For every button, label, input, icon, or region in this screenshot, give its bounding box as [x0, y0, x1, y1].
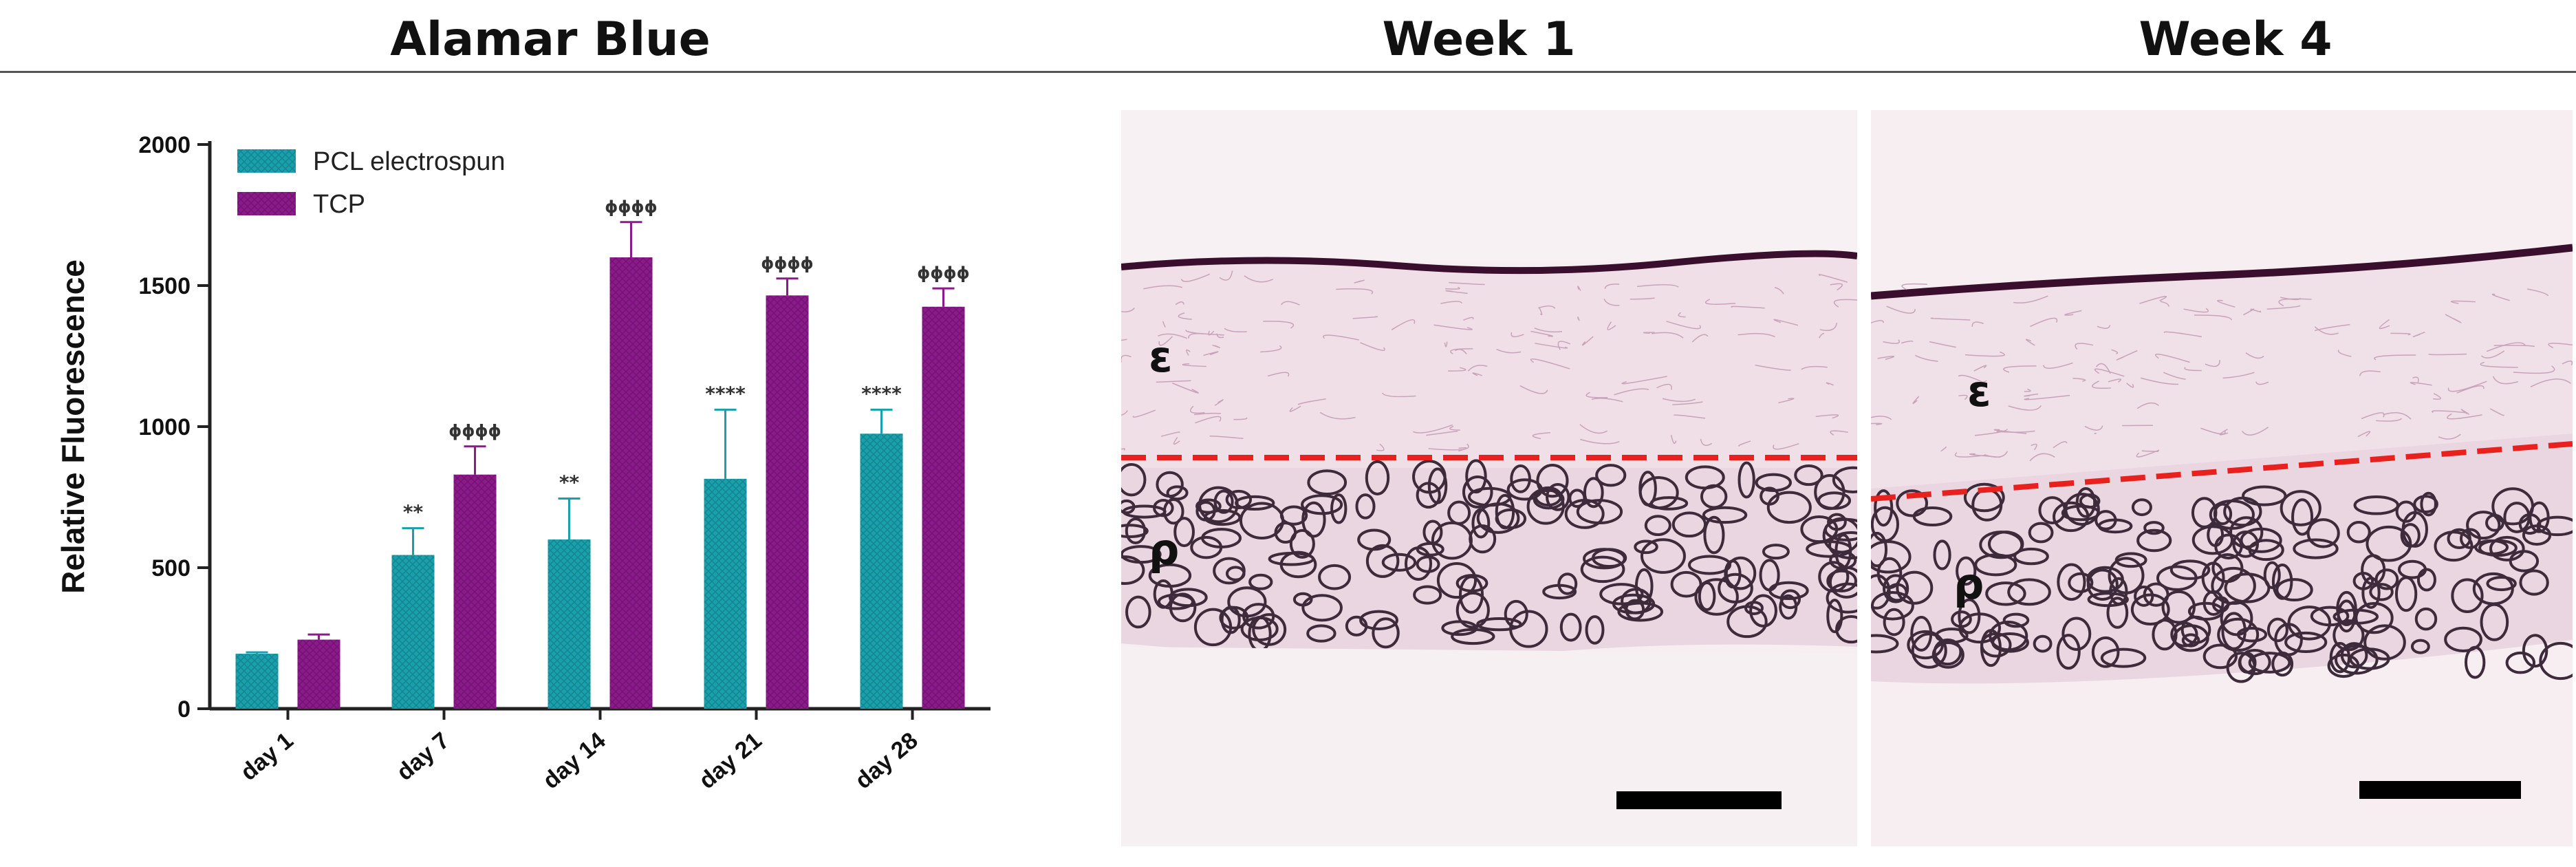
bar-tcp [766, 295, 809, 709]
week1-scale-bar [1616, 791, 1782, 809]
bar-tcp [297, 639, 340, 709]
y-tick-label: 2000 [138, 132, 191, 158]
x-tick-label: day 1 [236, 727, 299, 786]
week1-header: Week 1 [1382, 12, 1576, 67]
y-tick-label: 500 [151, 555, 191, 581]
significance-label: ɸɸɸɸ [917, 264, 969, 283]
histology-week4: ε ρ [1871, 110, 2573, 846]
alamar-blue-bar-chart: 0 500 1000 1500 2000 Relative Fluorescence day… [55, 132, 991, 794]
bar-tcp [922, 306, 965, 709]
week4-label-epsilon: ε [1967, 366, 1991, 416]
y-tick-label: 1000 [138, 414, 191, 440]
significance-label: **** [705, 382, 746, 405]
significance-label: **** [861, 382, 902, 405]
significance-label: ɸɸɸɸ [605, 197, 657, 217]
x-tick-label: day 28 [850, 727, 923, 794]
significance-label: ɸɸɸɸ [448, 422, 501, 441]
legend-swatch [237, 192, 296, 215]
week1-label-rho: ρ [1149, 524, 1179, 575]
legend-label: TCP [313, 190, 365, 219]
legend-swatch [237, 149, 296, 173]
y-axis-label: Relative Fluorescence [55, 259, 91, 594]
significance-label: ** [559, 471, 580, 494]
x-tick-label: day 21 [694, 727, 767, 794]
week4-label-rho: ρ [1953, 559, 1984, 609]
week1-label-epsilon: ε [1149, 332, 1173, 382]
bar-pcl [704, 478, 747, 709]
x-tick-label: day 7 [392, 727, 455, 786]
significance-label: ** [403, 501, 424, 524]
legend-label: PCL electrospun [313, 147, 506, 176]
significance-label: ɸɸɸɸ [761, 254, 813, 273]
week4-header: Week 4 [2139, 12, 2333, 67]
week4-scale-bar [2359, 781, 2521, 799]
bar-pcl [235, 654, 279, 709]
y-tick-label: 0 [177, 696, 191, 722]
chart-header: Alamar Blue [390, 12, 711, 67]
bar-pcl [860, 434, 903, 709]
histology-week1: ε ρ [1121, 110, 1857, 846]
x-tick-label: day 14 [538, 727, 611, 794]
week4-boundary-line [1871, 441, 2573, 502]
y-tick-label: 1500 [138, 273, 191, 299]
header-divider [0, 71, 2576, 73]
bar-pcl [548, 539, 591, 709]
bar-pcl [391, 555, 435, 709]
bar-tcp [453, 474, 497, 709]
bar-tcp [609, 257, 653, 709]
